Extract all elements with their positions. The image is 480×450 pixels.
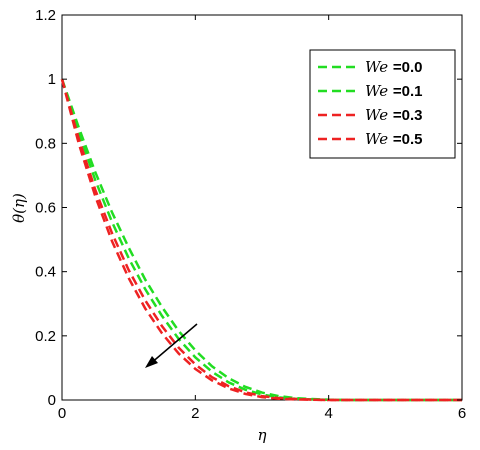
ticks-layer: 0 2 4 6 0 0.2 0.4 0.6 0.8 1 1.2 <box>35 7 466 422</box>
legend-label-2: We =0.3 <box>365 106 422 124</box>
x-tick-label: 6 <box>458 405 466 422</box>
arrow-head <box>145 356 158 368</box>
y-tick-label: 0.8 <box>35 135 56 152</box>
series-line-1 <box>60 78 462 402</box>
series-line-3 <box>60 78 462 402</box>
y-tick-label: 0.4 <box>35 264 56 281</box>
y-axis-label: θ(η) <box>10 193 28 223</box>
y-tick-label: 0.6 <box>35 200 56 217</box>
legend-label-0: We =0.0 <box>365 58 422 76</box>
x-tick-label: 2 <box>191 405 199 422</box>
legend-label-3: We =0.5 <box>365 130 422 148</box>
y-tick-label: 1.2 <box>35 7 56 24</box>
x-tick-label: 4 <box>324 405 332 422</box>
y-tick-label: 0 <box>48 392 56 409</box>
y-tick-label: 1 <box>48 71 56 88</box>
legend: We =0.0 We =0.1 We =0.3 We =0.5 <box>309 49 456 159</box>
x-axis-label: η <box>258 426 267 444</box>
x-tick-label: 0 <box>58 405 66 422</box>
arrow-shaft <box>149 323 198 365</box>
series-layer <box>60 78 462 402</box>
series-line-2 <box>60 78 462 402</box>
legend-label-1: We =0.1 <box>365 82 422 100</box>
decrease-arrow <box>145 323 198 368</box>
y-tick-label: 0.2 <box>35 328 56 345</box>
